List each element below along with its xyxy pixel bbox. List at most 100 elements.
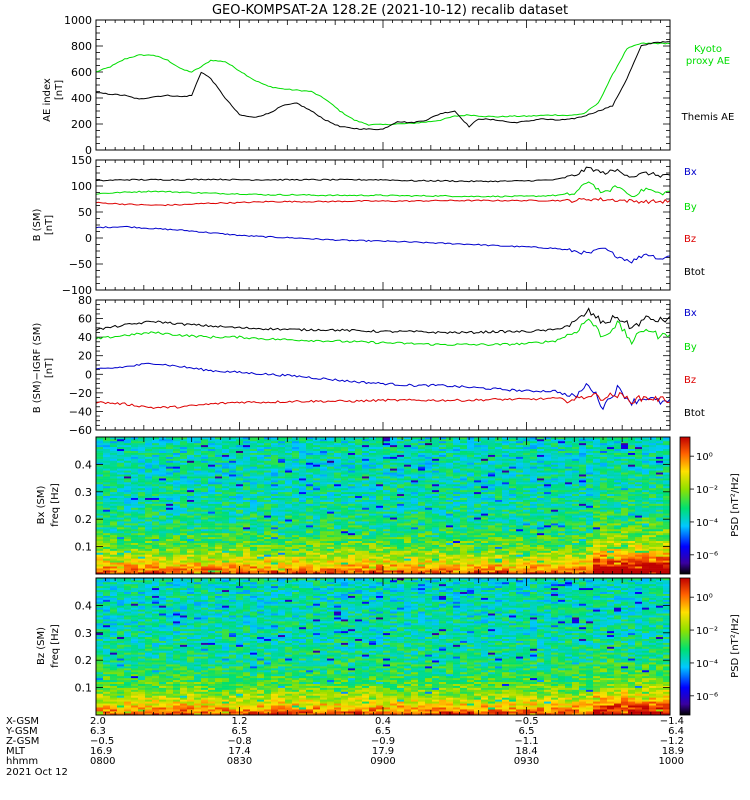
bx-cell xyxy=(166,499,174,502)
bx-cell xyxy=(516,544,524,547)
bx-cell xyxy=(362,515,370,518)
bx-cell xyxy=(509,485,517,489)
bx-cell xyxy=(474,542,482,545)
bx-cell xyxy=(180,554,188,557)
bx-cell xyxy=(348,468,356,471)
bx-cell xyxy=(467,458,475,461)
bx-cell xyxy=(481,528,489,532)
bx-cell xyxy=(138,513,146,516)
bx-cell xyxy=(166,489,174,493)
bx-cell xyxy=(404,521,412,524)
bx-cell xyxy=(369,456,377,459)
bx-cell xyxy=(320,530,328,534)
bx-cell xyxy=(103,519,111,522)
bx-cell xyxy=(152,466,160,469)
bx-cell xyxy=(474,558,482,561)
bx-cell xyxy=(103,495,111,498)
bx-cell xyxy=(180,507,188,510)
bx-cell xyxy=(124,503,132,506)
bx-cell xyxy=(334,534,342,538)
bx-cell xyxy=(313,525,321,528)
bx-cell xyxy=(131,564,139,567)
bx-cell xyxy=(383,468,391,471)
bx-cell xyxy=(334,450,342,453)
bx-cell xyxy=(397,530,405,534)
bx-cell xyxy=(271,532,279,536)
bx-cell xyxy=(117,456,125,459)
bx-cell xyxy=(488,448,496,451)
bx-cell xyxy=(159,523,167,526)
bx-cell xyxy=(404,528,412,532)
bx-cell xyxy=(117,570,125,573)
bx-cell xyxy=(467,542,475,545)
bx-cell xyxy=(257,440,265,444)
bx-cell xyxy=(327,497,335,500)
bx-cell xyxy=(411,511,419,514)
ae-legend-label: proxy AE xyxy=(686,56,730,67)
bx-cell xyxy=(229,472,237,475)
bx-cell xyxy=(467,499,475,502)
bx-cell xyxy=(355,519,363,522)
bx-cell xyxy=(320,554,328,557)
bx-cell xyxy=(362,458,370,461)
bx-cell xyxy=(355,527,363,530)
bx-cell xyxy=(166,546,174,549)
bx-cell xyxy=(110,468,118,471)
bx-cell xyxy=(180,478,188,481)
bx-cell xyxy=(250,503,258,506)
bx-cell xyxy=(390,534,398,538)
bx-cell xyxy=(376,438,384,442)
bx-cell xyxy=(229,562,237,565)
bx-cell xyxy=(110,458,118,461)
bx-cell xyxy=(530,458,538,461)
bx-cell xyxy=(173,497,181,500)
bx-cell xyxy=(201,497,209,500)
bx-cell xyxy=(306,458,314,461)
bx-cell xyxy=(334,460,342,463)
bx-cell xyxy=(537,566,545,569)
bx-cell xyxy=(306,480,314,483)
bx-cell xyxy=(292,480,300,483)
bx-cell xyxy=(348,556,356,559)
bx-cell xyxy=(243,572,251,575)
bx-cell xyxy=(509,468,517,471)
bx-cell xyxy=(306,468,314,471)
bx-cell xyxy=(453,464,461,467)
bx-cell xyxy=(166,530,174,534)
bx-cell xyxy=(537,548,545,551)
bx-cell xyxy=(460,454,468,457)
bx-cell xyxy=(306,532,314,536)
bx-cell xyxy=(467,478,475,481)
bx-cell xyxy=(474,460,482,463)
bx-cell xyxy=(243,540,251,543)
bx-cell xyxy=(369,438,377,442)
bx-cell xyxy=(299,513,307,516)
bx-cell xyxy=(194,495,202,498)
bx-cell xyxy=(404,482,412,485)
bx-cell xyxy=(502,521,510,524)
bx-cell xyxy=(439,552,447,555)
bx-cell xyxy=(376,493,384,497)
bx-cell xyxy=(292,505,300,508)
bx-cell xyxy=(383,476,391,479)
b-line-btot xyxy=(95,166,671,183)
bx-cell xyxy=(215,540,223,543)
bx-cell xyxy=(404,538,412,542)
bx-cell xyxy=(439,546,447,549)
bx-cell xyxy=(453,438,461,442)
bx-cell xyxy=(278,515,286,518)
bx-cell xyxy=(257,570,265,573)
bx-cell xyxy=(243,448,251,451)
bx-cell xyxy=(439,480,447,483)
bx-cell xyxy=(516,530,524,534)
bx-cell xyxy=(166,476,174,479)
bx-cell xyxy=(369,452,377,455)
bx-cell xyxy=(495,532,503,536)
bx-cell xyxy=(180,462,188,465)
bx-cell xyxy=(411,466,419,469)
bx-cell xyxy=(502,454,510,457)
bx-cell xyxy=(257,480,265,483)
bx-cell xyxy=(180,525,188,528)
bx-cell xyxy=(292,470,300,473)
bx-cell xyxy=(418,440,426,444)
